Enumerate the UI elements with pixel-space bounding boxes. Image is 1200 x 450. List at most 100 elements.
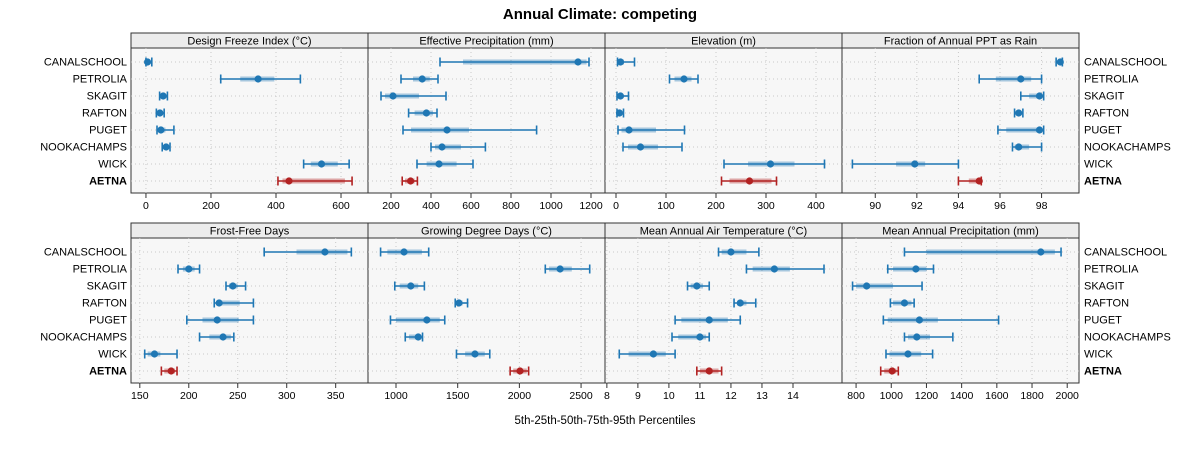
percentile-row-skagit <box>686 281 711 291</box>
panel-background <box>130 237 369 384</box>
percentile-row-rafton <box>213 298 255 308</box>
percentile-row-canalschool <box>263 247 353 257</box>
axis-tick-label: 300 <box>278 390 296 402</box>
site-label-left: AETNA <box>89 176 127 188</box>
axis-tick-label: 8 <box>604 390 610 402</box>
percentile-row-skagit <box>380 91 447 101</box>
axis-tick-label: 11 <box>694 390 705 402</box>
percentile-row-aetna <box>957 176 983 186</box>
percentile-row-wick <box>302 159 350 169</box>
median-dot <box>254 75 262 83</box>
site-label-left: NOOKACHAMPS <box>40 332 127 344</box>
median-dot <box>213 316 221 324</box>
percentile-row-nookachamps <box>1011 142 1043 152</box>
median-dot <box>766 160 775 168</box>
percentile-row-canalschool <box>379 247 430 257</box>
percentile-row-petrolia <box>219 74 302 84</box>
median-dot <box>904 350 912 358</box>
percentile-row-wick <box>723 159 826 169</box>
site-label-right: RAFTON <box>1084 298 1129 310</box>
median-dot <box>913 333 921 341</box>
axis-tick-label: 2500 <box>569 390 593 402</box>
median-dot <box>471 350 479 358</box>
percentile-row-rafton <box>407 108 438 118</box>
site-label-right: CANALSCHOOL <box>1084 247 1167 259</box>
axis-tick-label: 400 <box>422 200 440 212</box>
site-label-right: CANALSCHOOL <box>1084 57 1167 69</box>
median-dot <box>1015 109 1023 117</box>
site-label-left: AETNA <box>89 366 127 378</box>
site-label-right: PUGET <box>1084 315 1122 327</box>
axis-tick-label: 14 <box>787 390 799 402</box>
panel-background <box>367 47 606 194</box>
panel-strip-title: Frost-Free Days <box>210 226 290 238</box>
median-dot <box>705 316 713 324</box>
median-dot <box>574 58 582 66</box>
median-dot <box>407 177 415 185</box>
percentile-row-rafton <box>733 298 757 308</box>
median-dot <box>1015 143 1023 151</box>
site-label-right: AETNA <box>1084 176 1122 188</box>
percentile-row-puget <box>882 315 1000 325</box>
site-label-left: NOOKACHAMPS <box>40 142 127 154</box>
median-dot <box>156 109 164 117</box>
panel-strip-title: Elevation (m) <box>691 36 756 48</box>
median-dot <box>616 92 625 100</box>
percentile-row-aetna <box>720 176 778 186</box>
percentile-row-nookachamps <box>430 142 487 152</box>
median-dot <box>389 92 397 100</box>
median-dot <box>1037 248 1045 256</box>
median-dot <box>693 282 701 290</box>
axis-tick-label: 1600 <box>985 390 1009 402</box>
median-dot <box>1035 126 1044 134</box>
percentile-row-wick <box>143 349 178 359</box>
axis-tick-label: 200 <box>707 200 725 212</box>
median-dot <box>615 109 624 117</box>
chart-title: Annual Climate: competing <box>502 6 698 23</box>
percentile-row-canalschool <box>616 57 636 67</box>
percentile-row-petrolia <box>978 74 1043 84</box>
percentile-row-rafton <box>454 298 469 308</box>
median-dot <box>680 75 688 83</box>
median-dot <box>150 350 159 358</box>
axis-tick-label: 12 <box>725 390 737 402</box>
site-label-left: PETROLIA <box>73 264 128 276</box>
median-dot <box>705 367 713 375</box>
percentile-row-canalschool <box>1055 57 1064 67</box>
percentile-row-nookachamps <box>671 332 711 342</box>
median-dot <box>911 160 919 168</box>
axis-tick-label: 1800 <box>1020 390 1044 402</box>
median-dot <box>215 299 223 307</box>
median-dot <box>400 248 408 256</box>
median-dot <box>556 265 564 273</box>
percentile-row-puget <box>997 125 1045 135</box>
percentile-row-skagit <box>851 281 923 291</box>
axis-tick-label: 350 <box>327 390 345 402</box>
percentile-row-aetna <box>401 176 419 186</box>
site-label-left: RAFTON <box>82 108 127 120</box>
panel-strip-title: Effective Precipitation (mm) <box>419 36 553 48</box>
median-dot <box>162 143 170 151</box>
site-label-right: PETROLIA <box>1084 264 1139 276</box>
median-dot <box>1017 75 1025 83</box>
axis-tick-label: 0 <box>613 200 619 212</box>
axis-tick-label: 2000 <box>1056 390 1080 402</box>
percentile-row-skagit <box>225 281 247 291</box>
median-dot <box>649 350 657 358</box>
axis-tick-label: 96 <box>994 200 1006 212</box>
percentile-row-aetna <box>879 366 900 376</box>
axis-tick-label: 400 <box>267 200 285 212</box>
panel-mean-annual-precipitation-mm-: Mean Annual Precipitation (mm) 800 1000 120… <box>841 222 1080 402</box>
median-dot <box>770 265 778 273</box>
median-dot <box>219 333 227 341</box>
panel-frost-free-days: Frost-Free Days 150 200 250 300 350 <box>130 222 369 402</box>
median-dot <box>317 160 326 168</box>
percentile-row-skagit <box>1019 91 1045 101</box>
axis-tick-label: 800 <box>847 390 865 402</box>
percentile-row-aetna <box>509 366 530 376</box>
percentile-row-wick <box>885 349 934 359</box>
median-dot <box>285 177 293 185</box>
median-dot <box>616 58 625 66</box>
